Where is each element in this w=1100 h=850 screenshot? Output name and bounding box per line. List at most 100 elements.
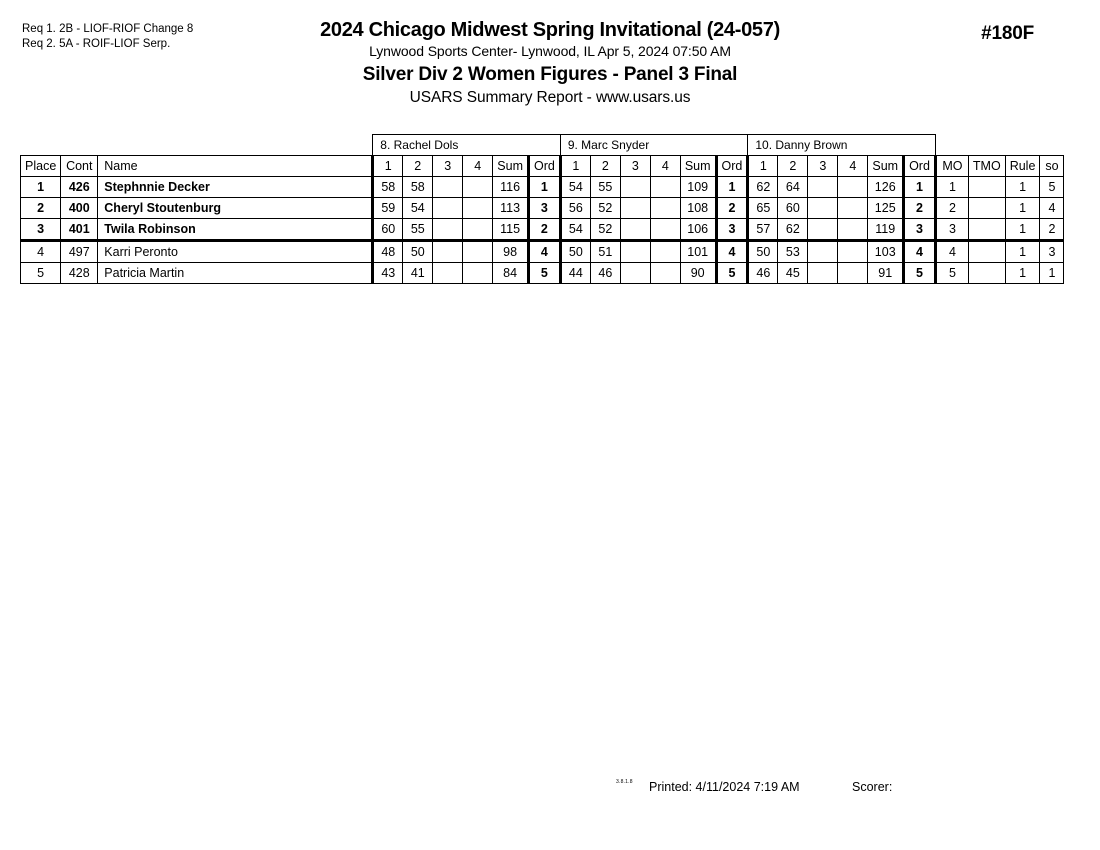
results-table-wrapper: 8. Rachel Dols 9. Marc Snyder 10. Danny … xyxy=(19,134,1065,284)
cell-j8-sum: 84 xyxy=(492,262,529,284)
header-j8-sum: Sum xyxy=(492,155,529,177)
cell-j9-1: 44 xyxy=(559,262,591,284)
cell-j10-3 xyxy=(807,197,839,219)
cell-place: 2 xyxy=(19,197,62,219)
table-row[interactable]: 4 497 Karri Peronto 48 50 98 4 50 51 101… xyxy=(19,240,1065,263)
cell-j8-ord: 4 xyxy=(526,240,562,263)
cell-j8-2: 55 xyxy=(402,218,434,242)
cell-so: 1 xyxy=(1039,262,1065,284)
cell-tmo xyxy=(967,240,1006,263)
header-name: Name xyxy=(97,155,374,177)
printed-timestamp: Printed: 4/11/2024 7:19 AM xyxy=(649,780,800,794)
cell-j9-4 xyxy=(649,176,681,198)
cell-j8-4 xyxy=(462,176,494,198)
scorer-label: Scorer: xyxy=(852,780,893,794)
cell-j9-1: 54 xyxy=(559,176,591,198)
header-j10-ord: Ord xyxy=(902,155,937,177)
cell-j8-3 xyxy=(432,218,464,242)
judge-banner-8: 8. Rachel Dols xyxy=(372,134,561,156)
table-row[interactable]: 5 428 Patricia Martin 43 41 84 5 44 46 9… xyxy=(19,262,1065,284)
cell-so: 3 xyxy=(1039,240,1065,263)
cell-cont: 401 xyxy=(60,218,99,242)
cell-j8-2: 54 xyxy=(402,197,434,219)
cell-j8-3 xyxy=(432,262,464,284)
cell-j9-4 xyxy=(649,240,681,263)
cell-j10-sum: 125 xyxy=(867,197,905,219)
venue-datetime: Lynwood Sports Center- Lynwood, IL Apr 5… xyxy=(369,43,731,59)
cell-j10-sum: 126 xyxy=(867,176,905,198)
sheet-number-badge: #180F xyxy=(981,23,1034,44)
cell-mo: 5 xyxy=(934,262,969,284)
cell-j10-1: 62 xyxy=(747,176,779,198)
header-j10-score-1: 1 xyxy=(747,155,779,177)
cell-so: 2 xyxy=(1039,218,1065,242)
judge-banner-row: 8. Rachel Dols 9. Marc Snyder 10. Danny … xyxy=(21,134,1064,156)
header-rule: Rule xyxy=(1004,155,1041,177)
requirement-line-2: Req 2. 5A - ROIF-LIOF Serp. xyxy=(22,38,171,50)
cell-j10-1: 65 xyxy=(747,197,779,219)
cell-j9-sum: 101 xyxy=(679,240,717,263)
cell-j8-3 xyxy=(432,176,464,198)
cell-j8-4 xyxy=(462,240,494,263)
cell-j8-2: 41 xyxy=(402,262,434,284)
cell-j9-ord: 4 xyxy=(714,240,750,263)
cell-rule: 1 xyxy=(1004,197,1041,219)
document-header: 2024 Chicago Midwest Spring Invitational… xyxy=(0,18,1100,109)
header-j10-score-4: 4 xyxy=(837,155,869,177)
cell-j8-ord: 1 xyxy=(526,176,562,198)
cell-j10-4 xyxy=(837,262,869,284)
cell-rule: 1 xyxy=(1004,240,1041,263)
cell-j9-2: 51 xyxy=(589,240,621,263)
cell-j10-sum: 91 xyxy=(867,262,905,284)
cell-j9-1: 54 xyxy=(559,218,591,242)
cell-j8-2: 50 xyxy=(402,240,434,263)
header-cont: Cont xyxy=(60,155,99,177)
cell-j9-2: 46 xyxy=(589,262,621,284)
cell-j10-2: 60 xyxy=(777,197,809,219)
cell-j9-4 xyxy=(649,262,681,284)
judge-banner-tail-spacer xyxy=(935,135,1064,156)
version-label: 3.8.1.8 xyxy=(616,779,633,785)
cell-rule: 1 xyxy=(1004,262,1041,284)
column-header-row: Place Cont Name 1 2 3 4 Sum Ord 1 2 3 4 … xyxy=(19,155,1065,177)
cell-j10-ord: 1 xyxy=(902,176,937,198)
cell-j10-1: 57 xyxy=(747,218,779,242)
table-row[interactable]: 1 426 Stephnnie Decker 58 58 116 1 54 55… xyxy=(19,176,1065,198)
table-row[interactable]: 2 400 Cheryl Stoutenburg 59 54 113 3 56 … xyxy=(19,197,1065,219)
cell-j10-ord: 5 xyxy=(902,262,937,284)
cell-mo: 1 xyxy=(934,176,969,198)
header-j9-score-2: 2 xyxy=(589,155,621,177)
cell-mo: 3 xyxy=(934,218,969,242)
cell-j9-sum: 106 xyxy=(679,218,717,242)
cell-j8-2: 58 xyxy=(402,176,434,198)
cell-tmo xyxy=(967,262,1006,284)
cell-cont: 497 xyxy=(60,240,99,263)
cell-j9-ord: 2 xyxy=(714,197,750,219)
cell-j9-2: 52 xyxy=(589,218,621,242)
cell-j10-4 xyxy=(837,240,869,263)
cell-so: 5 xyxy=(1039,176,1065,198)
cell-j10-ord: 2 xyxy=(902,197,937,219)
header-mo: MO xyxy=(934,155,969,177)
cell-j8-1: 43 xyxy=(371,262,404,284)
cell-j9-ord: 5 xyxy=(714,262,750,284)
cell-j10-2: 45 xyxy=(777,262,809,284)
cell-j10-2: 64 xyxy=(777,176,809,198)
cell-j8-ord: 2 xyxy=(526,218,562,242)
cell-j10-sum: 119 xyxy=(867,218,905,242)
cell-cont: 428 xyxy=(60,262,99,284)
cell-j8-1: 48 xyxy=(371,240,404,263)
header-tmo: TMO xyxy=(967,155,1006,177)
organization-line: USARS Summary Report - www.usars.us xyxy=(409,89,691,106)
header-j8-score-1: 1 xyxy=(371,155,404,177)
cell-j9-3 xyxy=(619,240,651,263)
cell-cont: 400 xyxy=(60,197,99,219)
table-row[interactable]: 3 401 Twila Robinson 60 55 115 2 54 52 1… xyxy=(19,218,1065,242)
cell-j9-sum: 108 xyxy=(679,197,717,219)
cell-j10-4 xyxy=(837,197,869,219)
cell-j10-1: 46 xyxy=(747,262,779,284)
header-j10-score-2: 2 xyxy=(777,155,809,177)
cell-j10-ord: 4 xyxy=(902,240,937,263)
cell-j10-2: 62 xyxy=(777,218,809,242)
cell-tmo xyxy=(967,218,1006,242)
